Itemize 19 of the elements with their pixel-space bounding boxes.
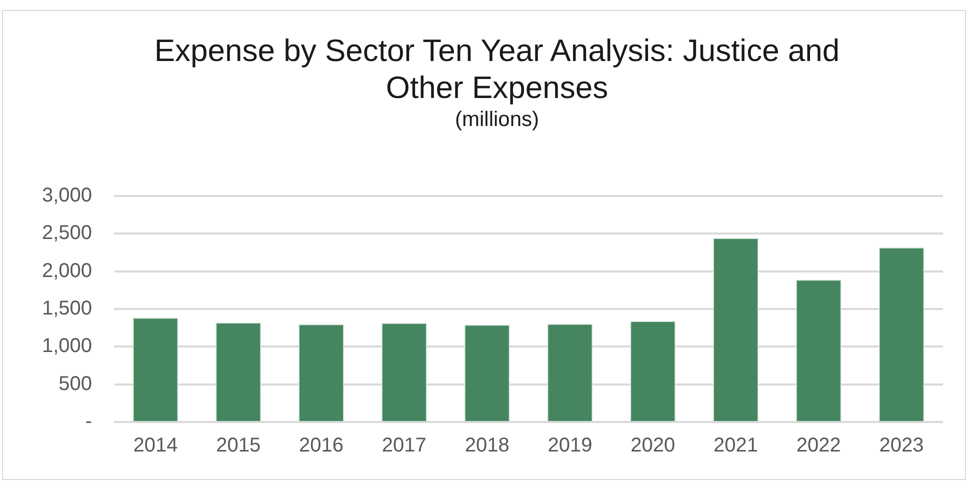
chart-subtitle: (millions) — [454, 107, 540, 133]
x-tick-label: 2018 — [464, 434, 510, 457]
y-tick-label: 2,500 — [42, 222, 92, 244]
x-tick-label: 2014 — [133, 434, 178, 457]
y-tick-label: 3,000 — [42, 184, 92, 207]
x-tick-label: 2015 — [216, 434, 261, 457]
y-tick-label: 2,000 — [42, 260, 92, 282]
y-tick-label: 1,500 — [42, 298, 92, 320]
x-tick-label: 2022 — [796, 434, 841, 457]
y-tick-label: 1,000 — [42, 335, 92, 358]
y-tick-label: - — [85, 410, 92, 433]
x-tick-label: 2017 — [382, 434, 426, 457]
chart-title: Expense by Sector Ten Year Analysis: Justice and Other Expenses — [153, 32, 841, 106]
y-tick-label: 500 — [58, 372, 92, 395]
x-tick-label: 2023 — [879, 434, 924, 457]
x-tick-label: 2019 — [548, 434, 592, 457]
x-tick-label: 2021 — [714, 434, 758, 457]
x-tick-label: 2020 — [630, 434, 676, 457]
x-tick-label: 2016 — [299, 434, 344, 457]
